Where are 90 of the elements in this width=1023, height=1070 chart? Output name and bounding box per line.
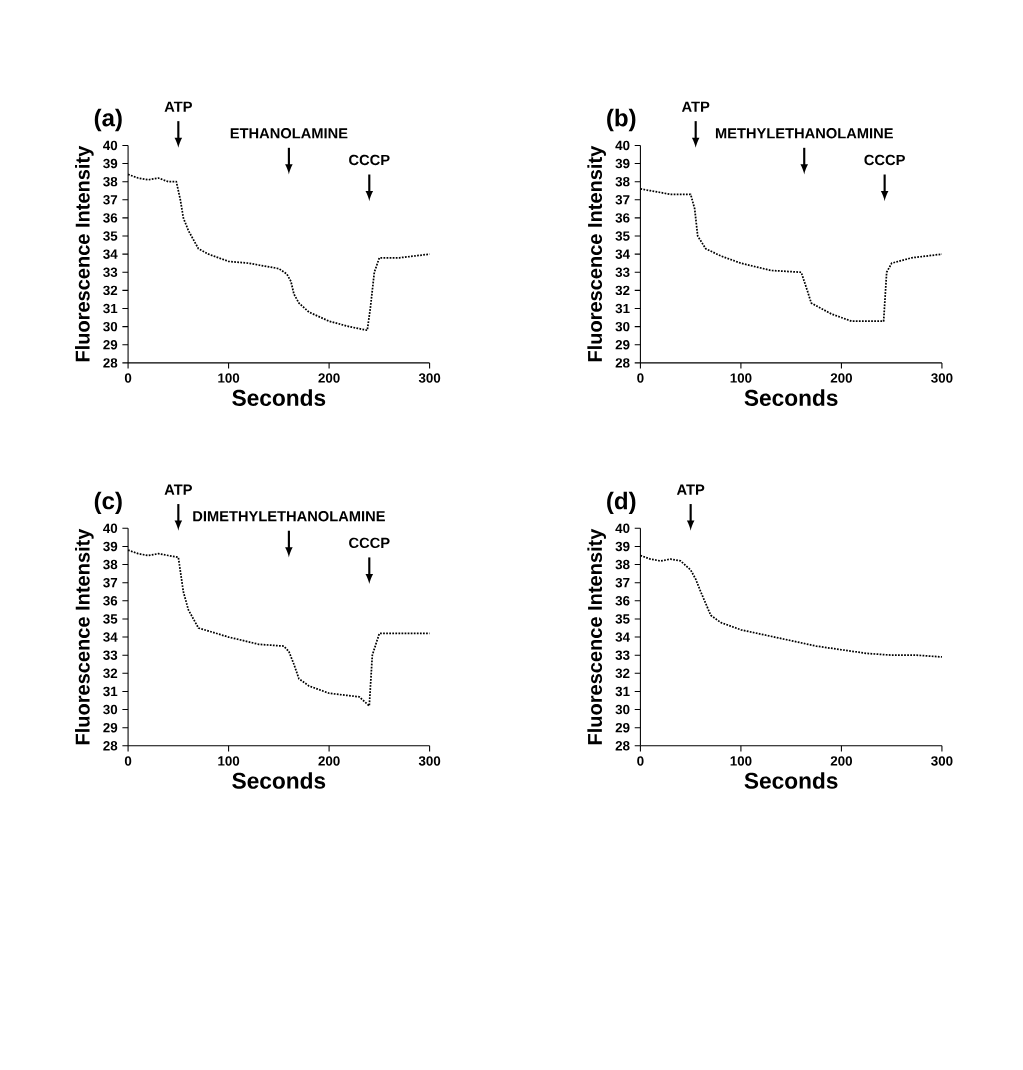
x-axis-title: Seconds — [744, 389, 838, 406]
y-tick-label: 40 — [615, 140, 630, 151]
y-tick-label: 34 — [103, 632, 118, 642]
y-tick-label: 32 — [615, 285, 630, 296]
y-axis-title: Fluorescence Intensity — [74, 145, 94, 362]
y-tick-label: 29 — [615, 340, 630, 350]
y-tick-label: 31 — [615, 686, 630, 697]
x-tick-label: 0 — [637, 373, 644, 383]
ref-line-label: ATP — [164, 101, 192, 112]
y-tick-label: 36 — [615, 596, 630, 606]
x-tick-label: 300 — [930, 756, 953, 766]
x-tick-label: 300 — [418, 756, 441, 766]
x-axis-title: Seconds — [232, 389, 326, 406]
y-tick-label: 32 — [103, 285, 117, 296]
y-tick-label: 32 — [615, 668, 630, 679]
y-tick-label: 29 — [615, 722, 630, 733]
y-tick-label: 39 — [103, 158, 118, 169]
x-tick-label: 300 — [418, 373, 441, 383]
y-axis-title: Fluorescence Intensity — [587, 145, 606, 362]
y-tick-label: 40 — [102, 140, 117, 151]
y-tick-label: 33 — [103, 650, 118, 660]
y-tick-label: 29 — [103, 722, 118, 733]
ref-line-label: ATP — [164, 484, 192, 495]
ref-line-label: ATP — [676, 484, 705, 495]
y-tick-label: 38 — [103, 559, 118, 570]
y-tick-label: 40 — [615, 523, 630, 534]
y-tick-label: 37 — [615, 577, 630, 588]
x-tick-label: 200 — [830, 373, 852, 383]
x-tick-label: 300 — [930, 373, 953, 383]
y-tick-label: 34 — [615, 249, 630, 259]
chart-title: (a) — [94, 108, 122, 132]
y-tick-label: 32 — [103, 668, 117, 679]
ref-line-label: METHYLETHANOLAMINE — [715, 128, 893, 139]
y-tick-label: 31 — [103, 686, 118, 697]
y-tick-label: 29 — [103, 340, 118, 350]
y-tick-label: 38 — [103, 176, 118, 187]
x-tick-label: 0 — [637, 756, 644, 766]
x-tick-label: 200 — [318, 373, 340, 383]
y-tick-label: 30 — [615, 704, 630, 715]
y-tick-label: 28 — [103, 741, 118, 751]
y-axis-title: Fluorescence Intensity — [587, 528, 606, 745]
chart-title: (d) — [606, 491, 636, 515]
y-tick-label: 36 — [103, 213, 118, 223]
y-tick-label: 35 — [615, 614, 630, 624]
y-tick-label: 30 — [615, 321, 630, 332]
ref-line-label: ATP — [681, 101, 710, 112]
ref-line-label: CCCP — [348, 154, 390, 166]
y-tick-label: 33 — [615, 650, 630, 660]
y-tick-label: 28 — [103, 358, 118, 368]
y-tick-label: 31 — [103, 303, 118, 314]
y-tick-label: 36 — [103, 596, 118, 606]
y-tick-label: 35 — [103, 231, 118, 241]
chart-title: (c) — [94, 491, 122, 515]
x-axis-title: Seconds — [744, 772, 838, 789]
y-tick-label: 28 — [615, 358, 630, 368]
y-tick-label: 33 — [103, 267, 118, 277]
y-tick-label: 35 — [615, 231, 630, 241]
y-tick-label: 34 — [103, 249, 118, 259]
x-tick-label: 100 — [730, 756, 752, 766]
y-tick-label: 38 — [615, 559, 630, 570]
y-tick-label: 38 — [615, 176, 630, 187]
y-axis-title: Fluorescence Intensity — [74, 528, 94, 745]
x-tick-label: 0 — [124, 756, 132, 766]
y-tick-label: 39 — [103, 541, 118, 552]
y-tick-label: 37 — [103, 195, 117, 205]
ref-line-label: CCCP — [348, 537, 390, 549]
y-tick-label: 37 — [615, 195, 630, 205]
y-tick-label: 35 — [103, 614, 118, 624]
y-tick-label: 31 — [615, 303, 630, 314]
y-tick-label: 40 — [102, 523, 117, 534]
y-tick-label: 33 — [615, 267, 630, 277]
x-tick-label: 100 — [218, 756, 240, 766]
x-tick-label: 0 — [124, 373, 132, 383]
y-tick-label: 28 — [615, 741, 630, 751]
y-tick-label: 34 — [615, 632, 630, 642]
x-tick-label: 100 — [218, 373, 240, 383]
x-tick-label: 200 — [318, 756, 340, 766]
y-tick-label: 39 — [615, 541, 630, 552]
y-tick-label: 30 — [103, 704, 117, 715]
ref-line-label: DIMETHYLETHANOLAMINE — [193, 511, 385, 522]
chart-title: (b) — [606, 108, 636, 132]
x-tick-label: 100 — [730, 373, 752, 383]
y-tick-label: 36 — [615, 213, 630, 223]
y-tick-label: 39 — [615, 158, 630, 169]
x-axis-title: Seconds — [232, 772, 326, 789]
y-tick-label: 30 — [103, 321, 117, 332]
ref-line-label: ETHANOLAMINE — [230, 128, 348, 139]
x-tick-label: 200 — [830, 756, 852, 766]
y-tick-label: 37 — [103, 577, 117, 588]
ref-line-label: CCCP — [864, 154, 905, 166]
